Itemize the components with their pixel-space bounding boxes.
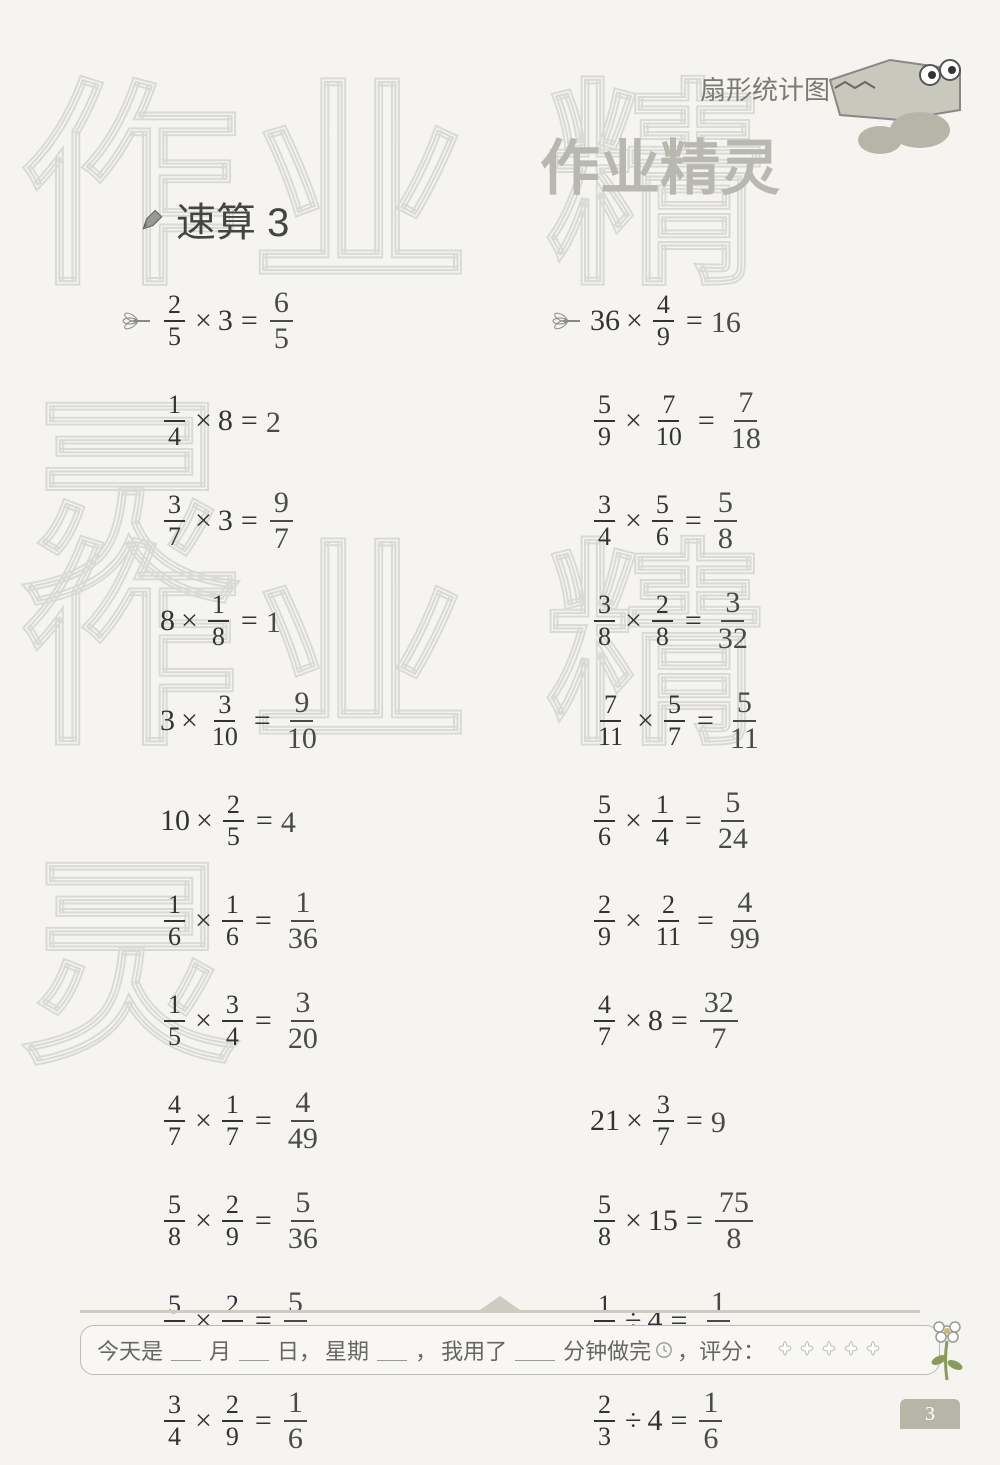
- dragonfly-icon: [552, 310, 582, 332]
- problem-row: 15×34=320: [160, 988, 450, 1054]
- problems-grid: 25×3=65 36×49=16 14×8=2 59×710=718 37×3=97 3…: [80, 288, 920, 1454]
- footer-text: 我用了: [441, 1334, 507, 1366]
- footer-text: 分钟做完: [563, 1334, 651, 1366]
- problem-row: 711×57=511: [590, 688, 880, 754]
- problem-row: 38×28=332: [590, 588, 880, 654]
- clock-icon: [655, 1341, 673, 1359]
- day-blank[interactable]: [239, 1339, 269, 1361]
- crocodile-icon: [820, 20, 970, 160]
- problem-row: 56×14=524: [590, 788, 880, 854]
- footer-text: ，评分：: [677, 1334, 765, 1366]
- pencil-icon: [140, 206, 166, 232]
- problem-row: 47×17=449: [160, 1088, 450, 1154]
- problem-row: 37×3=97: [160, 488, 450, 554]
- problem-row: 25×3=65: [160, 288, 450, 354]
- star-icon: [797, 1340, 817, 1360]
- star-icon: [841, 1340, 861, 1360]
- weekday-blank[interactable]: [377, 1339, 407, 1361]
- footer-text: 星期: [325, 1334, 369, 1366]
- problem-row: 14×8=2: [160, 388, 450, 454]
- footer-divider-icon: [80, 1290, 920, 1314]
- problem-row: 36×49=16: [590, 288, 880, 354]
- flower-icon: [924, 1315, 970, 1385]
- problem-row: 58×29=536: [160, 1188, 450, 1254]
- problem-row: 23÷4=16: [590, 1388, 880, 1454]
- footer-text: 日，: [277, 1334, 321, 1366]
- dragonfly-icon: [122, 310, 152, 332]
- problem-row: 34×56=58: [590, 488, 880, 554]
- problem-row: 58×15=758: [590, 1188, 880, 1254]
- problem-row: 29×211=499: [590, 888, 880, 954]
- problem-row: 34×29=16: [160, 1388, 450, 1454]
- problem-row: 47×8=327: [590, 988, 880, 1054]
- star-icon: [863, 1340, 883, 1360]
- problem-row: 8×18=1: [160, 588, 450, 654]
- problem-row: 3×310=910: [160, 688, 450, 754]
- problem-row: 59×710=718: [590, 388, 880, 454]
- section-title: 速算 3: [176, 190, 289, 248]
- footer-bar: 今天是 月 日， 星期 ， 我用了 分钟做完 ，评分：: [80, 1325, 940, 1375]
- star-icon: [819, 1340, 839, 1360]
- page-number: 3: [900, 1399, 960, 1429]
- footer-text: ，: [415, 1334, 437, 1366]
- problem-row: 10×25=4: [160, 788, 450, 854]
- footer-text: 今天是: [97, 1334, 163, 1366]
- problem-row: 21×37=9: [590, 1088, 880, 1154]
- star-icon: [775, 1340, 795, 1360]
- problem-row: 16×16=136: [160, 888, 450, 954]
- month-blank[interactable]: [171, 1339, 201, 1361]
- rating-stars: [775, 1340, 883, 1360]
- minutes-blank[interactable]: [515, 1339, 555, 1361]
- chapter-label: 扇形统计图: [700, 70, 830, 107]
- footer-text: 月: [209, 1334, 231, 1366]
